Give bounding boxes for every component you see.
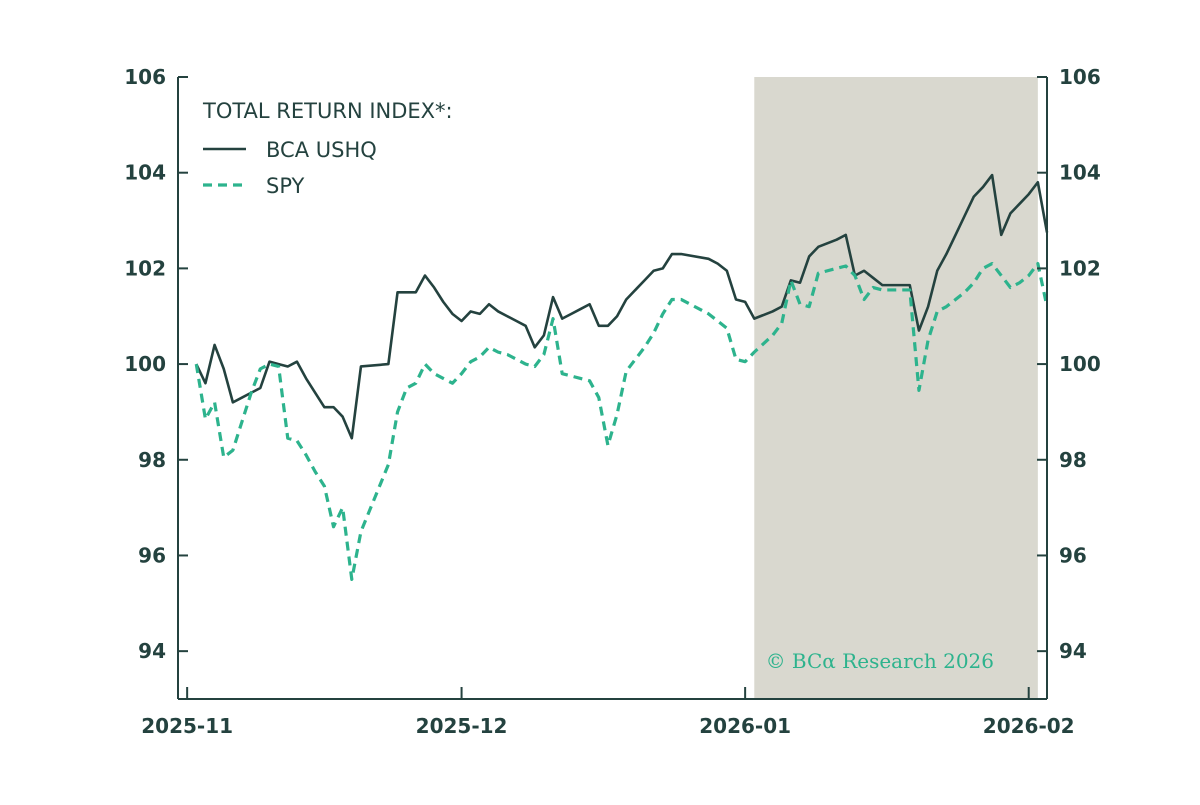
y-tick-label-left: 94 xyxy=(138,639,166,663)
y-tick-label-right: 94 xyxy=(1059,639,1087,663)
copyright-notice: © BCα Research 2026 xyxy=(766,649,994,673)
y-tick-label-right: 96 xyxy=(1059,543,1087,567)
y-tick-label-left: 104 xyxy=(124,161,166,185)
y-tick-label-right: 104 xyxy=(1059,161,1101,185)
y-tick-label-left: 100 xyxy=(124,352,166,376)
legend-label-bca-ushq: BCA USHQ xyxy=(266,138,377,162)
x-tick-label: 2026-02 xyxy=(983,714,1075,738)
y-tick-label-right: 98 xyxy=(1059,448,1087,472)
x-tick-label: 2025-12 xyxy=(416,714,508,738)
y-tick-label-right: 100 xyxy=(1059,352,1101,376)
legend-title: TOTAL RETURN INDEX*: xyxy=(202,99,453,123)
y-tick-label-left: 102 xyxy=(124,256,166,280)
x-tick-label: 2026-01 xyxy=(699,714,791,738)
series-line-spy xyxy=(194,262,1049,581)
series-line-bca-ushq xyxy=(195,173,1049,440)
y-tick-label-left: 106 xyxy=(124,65,166,89)
y-tick-label-right: 106 xyxy=(1059,65,1101,89)
y-tick-label-left: 98 xyxy=(138,448,166,472)
x-tick-label: 2025-11 xyxy=(141,714,233,738)
shaded-period xyxy=(754,77,1038,699)
y-tick-label-left: 96 xyxy=(138,543,166,567)
legend-label-spy: SPY xyxy=(266,174,305,198)
y-tick-label-right: 102 xyxy=(1059,256,1101,280)
